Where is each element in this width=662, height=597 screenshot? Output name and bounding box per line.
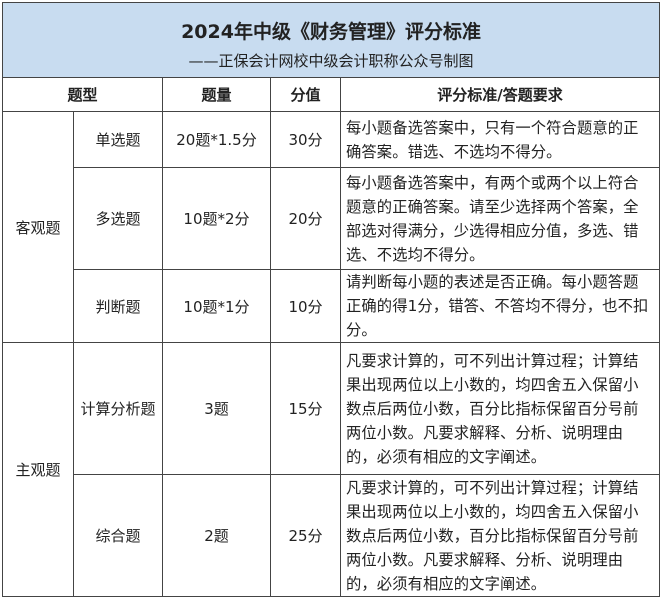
- question-score: 25分: [270, 474, 341, 597]
- table-row: 判断题 10题*1分 10分 请判断每小题的表述是否正确。每小题答题正确的得1分…: [3, 269, 661, 343]
- question-quantity: 2题: [162, 474, 271, 597]
- table-row: 客观题 单选题 20题*1.5分 30分 每小题备选答案中，只有一个符合题意的正…: [2, 111, 661, 343]
- question-type: 计算分析题: [73, 342, 163, 475]
- question-score: 15分: [270, 342, 341, 475]
- question-type: 判断题: [73, 269, 163, 343]
- question-criteria: 凡要求计算的，可不列出计算过程；计算结果出现两位以上小数的，均四舍五入保留小数点…: [339, 342, 661, 475]
- question-quantity: 10题*2分: [162, 167, 271, 270]
- subtitle: ——正保会计网校中级会计职称公众号制图: [188, 52, 474, 70]
- question-quantity: 10题*1分: [162, 269, 271, 343]
- question-score: 10分: [270, 269, 341, 343]
- column-header-criteria: 评分标准/答题要求: [339, 77, 661, 112]
- group-subjective: 主观题: [2, 342, 74, 597]
- column-header-type: 题型: [2, 77, 163, 112]
- question-type: 综合题: [73, 474, 163, 597]
- page-title: 2024年中级《财务管理》评分标准: [181, 21, 481, 43]
- question-quantity: 3题: [162, 342, 271, 475]
- question-criteria: 每小题备选答案中，只有一个符合题意的正确答案。错选、不选均不得分。: [339, 111, 661, 168]
- question-quantity: 20题*1.5分: [162, 111, 271, 168]
- group-objective: 客观题: [2, 111, 74, 343]
- question-score: 20分: [270, 167, 341, 270]
- column-header-score: 分值: [270, 77, 341, 112]
- table-row: 多选题 10题*2分 20分 每小题备选答案中，有两个或两个以上符合题意的正确答…: [3, 167, 661, 270]
- question-criteria: 请判断每小题的表述是否正确。每小题答题正确的得1分，错答、不答均不得分，也不扣分…: [339, 269, 661, 343]
- table-row: 主观题 计算分析题 3题 15分 凡要求计算的，可不列出计算过程；计算结果出现两…: [2, 342, 661, 597]
- table-row: 综合题 2题 25分 凡要求计算的，可不列出计算过程；计算结果出现两位以上小数的…: [3, 474, 661, 597]
- table-header: 2024年中级《财务管理》评分标准 ——正保会计网校中级会计职称公众号制图: [1, 2, 661, 78]
- question-criteria: 凡要求计算的，可不列出计算过程；计算结果出现两位以上小数的，均四舍五入保留小数点…: [339, 474, 661, 597]
- column-header-row: 题型 题量 分值 评分标准/答题要求: [2, 77, 661, 112]
- question-type: 多选题: [73, 167, 163, 270]
- question-criteria: 每小题备选答案中，有两个或两个以上符合题意的正确答案。请至少选择两个答案，全部选…: [339, 167, 661, 270]
- question-score: 30分: [270, 111, 341, 168]
- column-header-quantity: 题量: [162, 77, 271, 112]
- question-type: 单选题: [73, 111, 163, 168]
